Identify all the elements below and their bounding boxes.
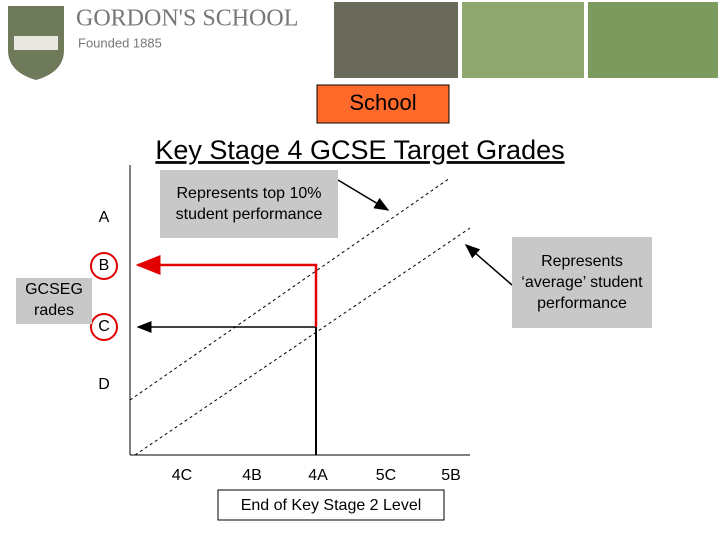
x-label-box <box>217 489 445 521</box>
level: 5C <box>376 467 396 484</box>
banner-box <box>316 84 450 124</box>
x-label: End of Key Stage 2 Level <box>241 497 422 514</box>
banner-text: School <box>349 90 416 115</box>
highlight <box>90 252 118 280</box>
grade: C <box>98 318 110 335</box>
y-label: GCSEG <box>25 281 83 298</box>
logo <box>8 6 64 80</box>
photo <box>462 2 584 78</box>
level: 4A <box>308 467 328 484</box>
grade: A <box>99 209 110 226</box>
y-label: rades <box>34 302 74 319</box>
average-line <box>134 227 471 456</box>
target-arrow <box>135 255 318 327</box>
level: 4C <box>172 467 192 484</box>
grade: D <box>98 376 110 393</box>
y-label-box <box>16 278 92 324</box>
title: Key Stage 4 GCSE Target Grades <box>155 135 564 165</box>
level: 4B <box>242 467 262 484</box>
callout: Represents top 10% student performance <box>160 170 338 238</box>
founded: Founded 1885 <box>78 35 162 50</box>
photo <box>334 2 458 78</box>
grade: B <box>99 257 110 274</box>
top-line <box>129 177 451 401</box>
callout: Represents ‘average’ student performance <box>512 237 652 328</box>
photo <box>588 2 718 78</box>
highlight <box>90 313 118 341</box>
arrow <box>337 179 390 211</box>
school-name: GORDON'S SCHOOL <box>76 6 298 32</box>
level: 5B <box>441 467 461 484</box>
arrow <box>464 244 513 286</box>
